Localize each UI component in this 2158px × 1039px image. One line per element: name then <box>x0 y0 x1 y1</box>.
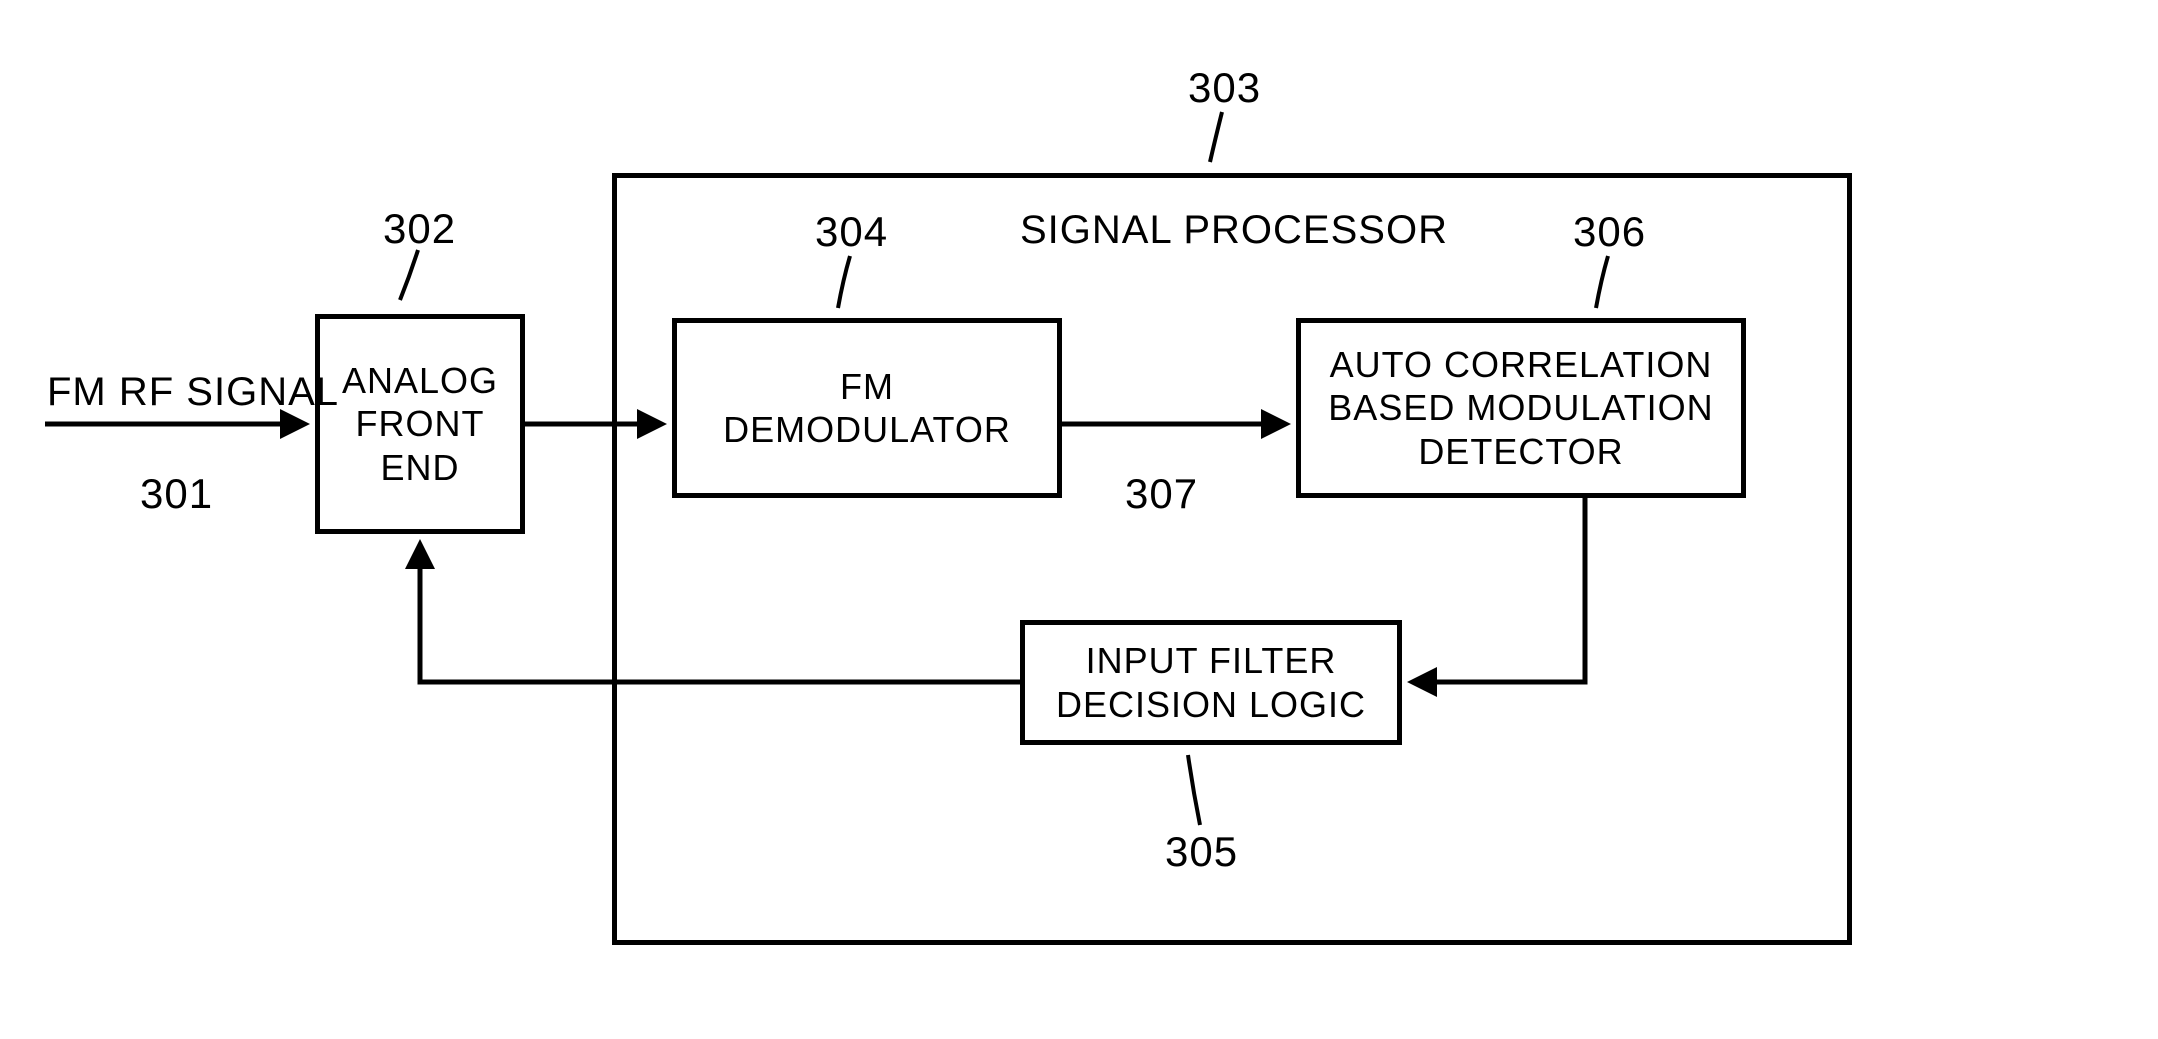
leader-303 <box>1210 112 1222 162</box>
ref-304: 304 <box>815 208 888 256</box>
input-filter-block: INPUT FILTER DECISION LOGIC <box>1020 620 1402 745</box>
ref-305: 305 <box>1165 828 1238 876</box>
ref-307: 307 <box>1125 470 1198 518</box>
input-filter-label: INPUT FILTER DECISION LOGIC <box>1046 629 1376 735</box>
signal-processor-label: SIGNAL PROCESSOR <box>1020 208 1448 253</box>
leader-302 <box>400 250 418 300</box>
block-diagram: ANALOG FRONT END FM DEMODULATOR AUTO COR… <box>0 0 2158 1039</box>
analog-front-end-block: ANALOG FRONT END <box>315 314 525 534</box>
ref-302: 302 <box>383 205 456 253</box>
fm-rf-signal-label: FM RF SIGNAL <box>47 370 339 415</box>
auto-correlation-block: AUTO CORRELATION BASED MODULATION DETECT… <box>1296 318 1746 498</box>
fm-demodulator-block: FM DEMODULATOR <box>672 318 1062 498</box>
fm-demodulator-label: FM DEMODULATOR <box>713 355 1021 461</box>
ref-303: 303 <box>1188 64 1261 112</box>
analog-front-end-label: ANALOG FRONT END <box>332 349 508 499</box>
ref-301: 301 <box>140 470 213 518</box>
auto-correlation-label: AUTO CORRELATION BASED MODULATION DETECT… <box>1318 333 1723 483</box>
ref-306: 306 <box>1573 208 1646 256</box>
